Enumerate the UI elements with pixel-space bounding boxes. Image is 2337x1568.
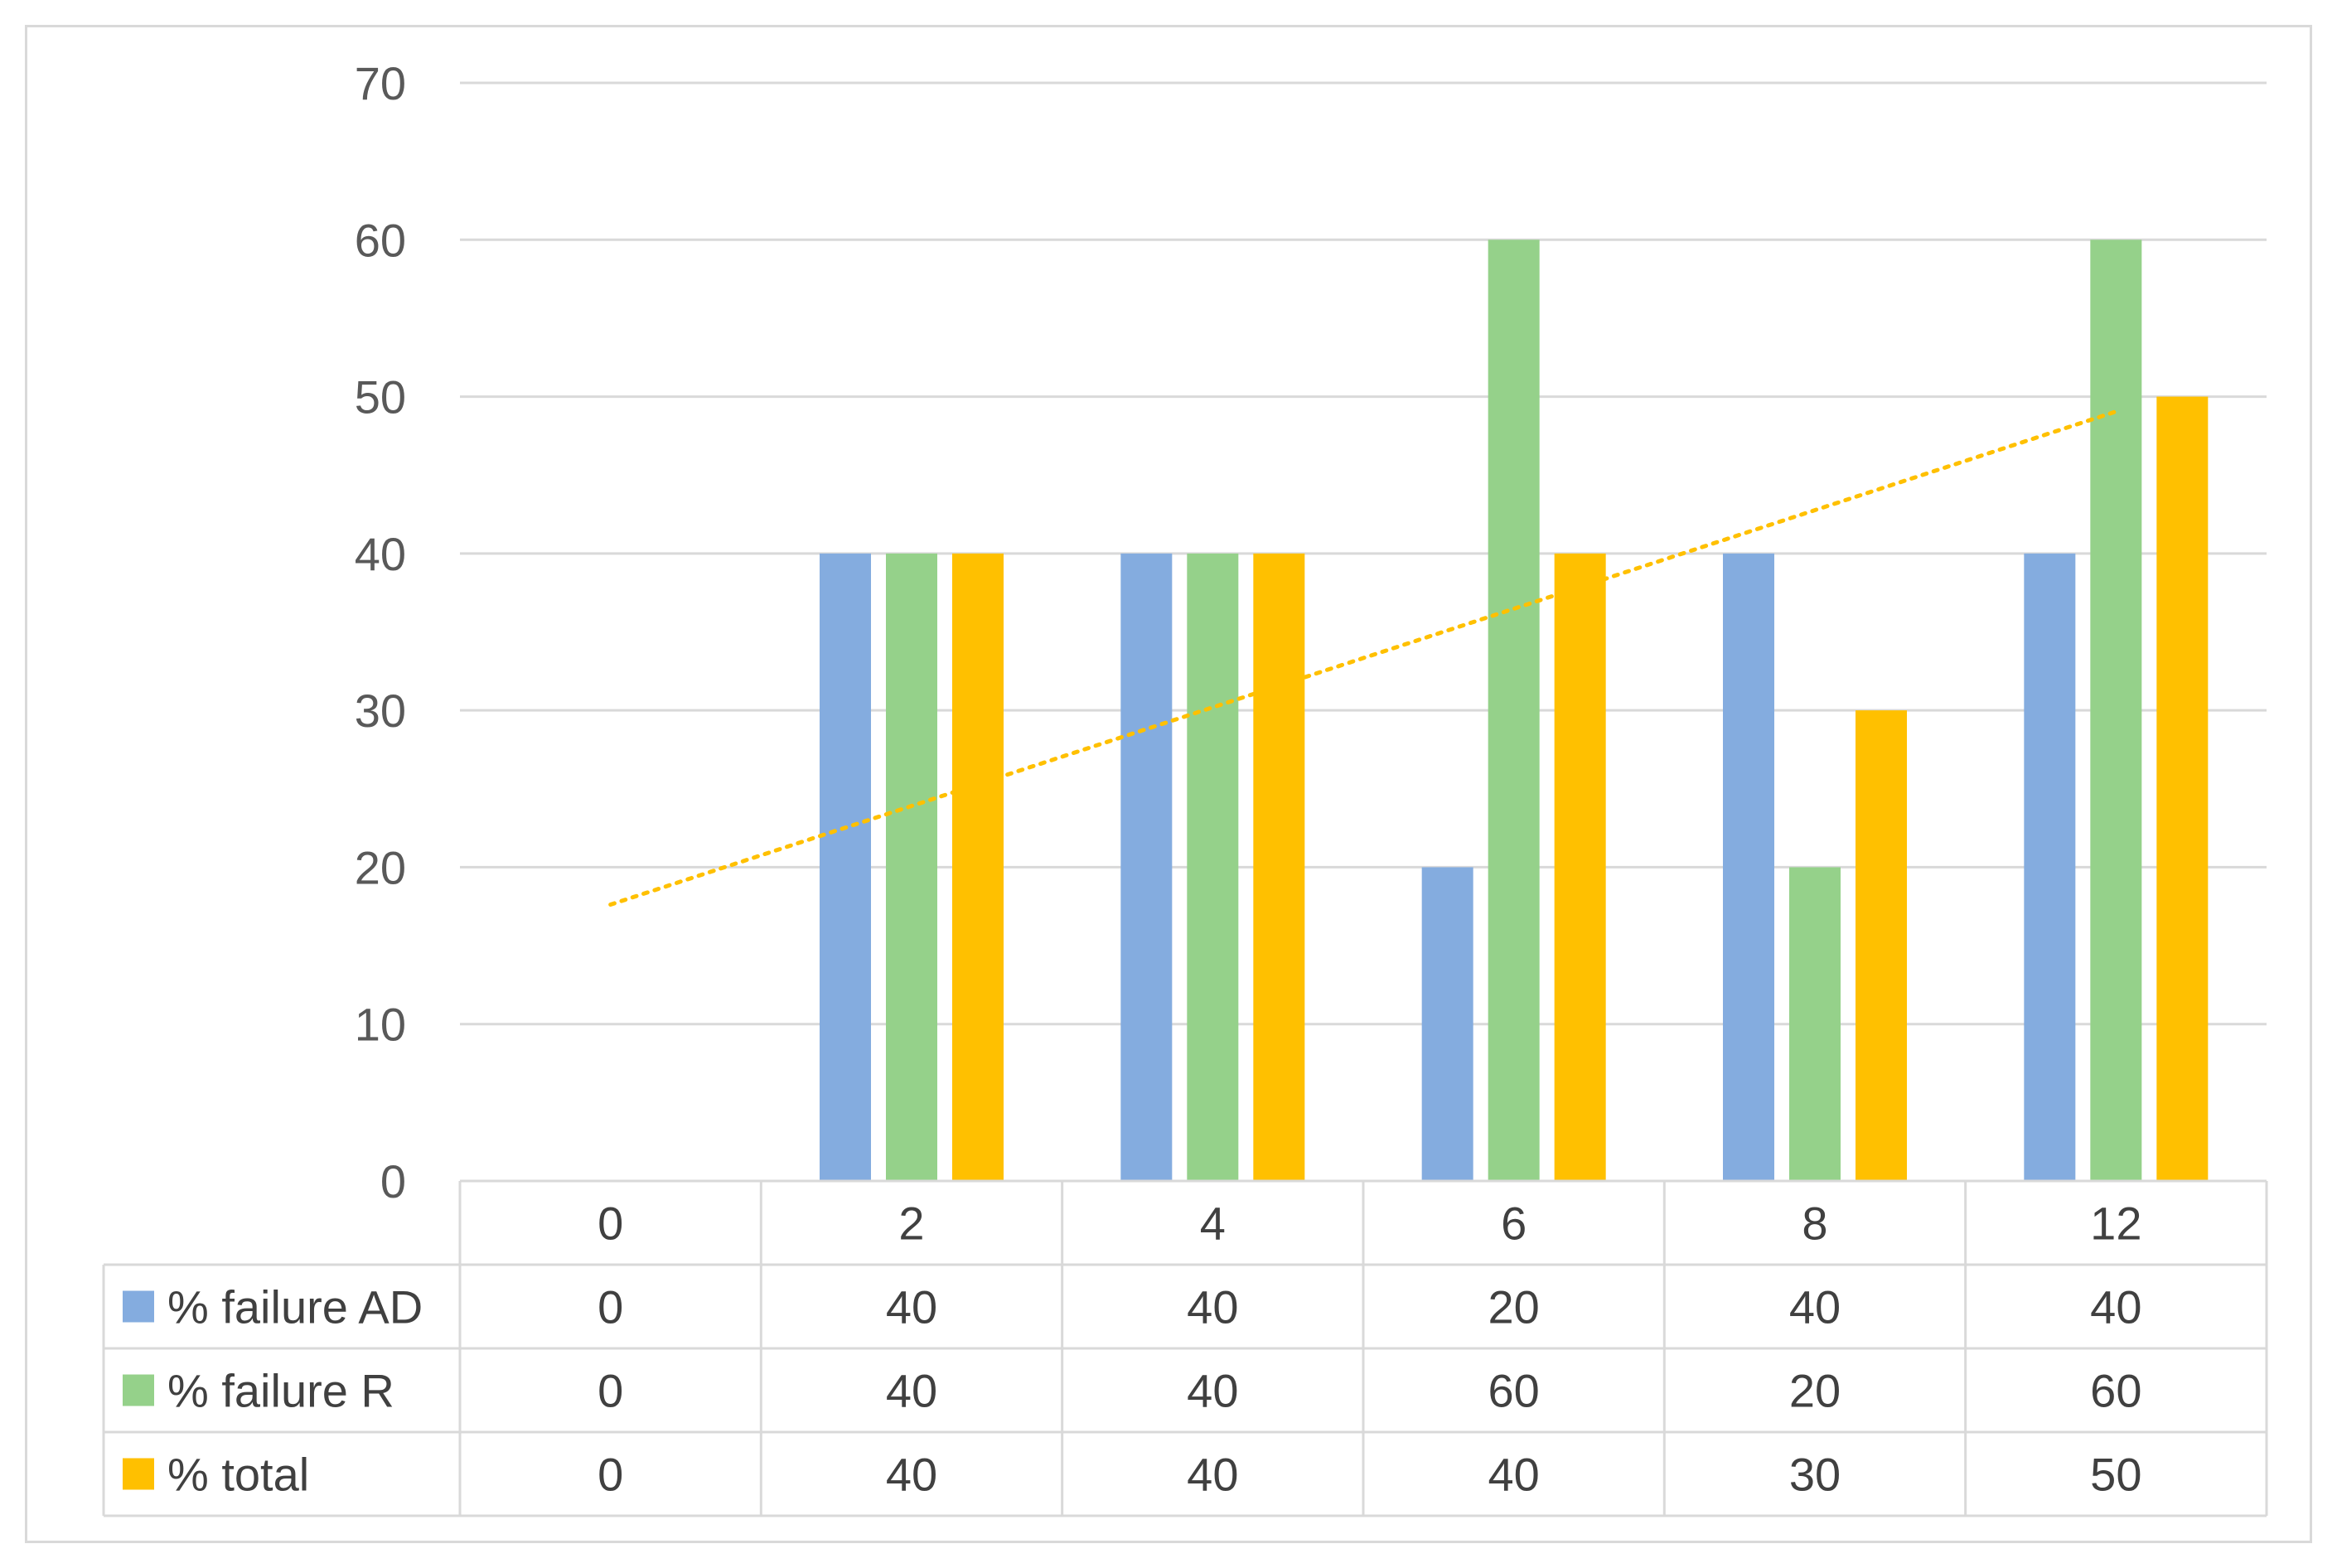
x-tick-label: 2	[898, 1198, 924, 1250]
table-cell: 60	[1488, 1365, 1540, 1417]
y-axis-ticks: 0 10 20 30 40 50 60 70	[355, 57, 406, 1207]
y-tick-label: 60	[355, 214, 406, 266]
table-cell: 40	[886, 1365, 937, 1417]
y-tick-label: 40	[355, 528, 406, 580]
y-tick-label: 20	[355, 841, 406, 893]
x-tick-label: 6	[1501, 1198, 1527, 1250]
data-table: 0 2 4 6 8 12 % failure AD 0 40 40 20 40 40 % failure …	[102, 1179, 2268, 1517]
bar	[2024, 553, 2076, 1181]
x-tick-label: 12	[2090, 1198, 2141, 1250]
table-cell: 40	[1789, 1281, 1841, 1333]
table-cell: 50	[2090, 1449, 2141, 1501]
x-tick-label: 4	[1200, 1198, 1226, 1250]
bar	[1187, 553, 1239, 1181]
bars	[820, 240, 2209, 1182]
table-cell: 40	[1488, 1449, 1540, 1501]
table-cell: 30	[1789, 1449, 1841, 1501]
table-cell: 40	[1187, 1365, 1238, 1417]
bar	[2090, 240, 2142, 1182]
x-tick-label: 0	[598, 1198, 623, 1250]
y-tick-label: 30	[355, 685, 406, 737]
table-cell: 60	[2090, 1365, 2141, 1417]
bar	[1488, 240, 1540, 1182]
trendline-layer	[608, 409, 2118, 907]
y-tick-label: 50	[355, 371, 406, 423]
bar	[1253, 553, 1305, 1181]
table-cell: 20	[1789, 1365, 1841, 1417]
bar	[1120, 553, 1173, 1181]
y-tick-label: 10	[355, 999, 406, 1051]
y-tick-label: 70	[355, 57, 406, 109]
bar	[1789, 867, 1841, 1181]
bar	[820, 553, 871, 1181]
table-cell: 20	[1488, 1281, 1540, 1333]
bar	[1421, 867, 1473, 1181]
bar	[952, 553, 1004, 1181]
bar	[1856, 710, 1907, 1181]
table-cell: 40	[1187, 1281, 1238, 1333]
legend-swatch	[123, 1458, 154, 1490]
table-cell: 40	[886, 1281, 937, 1333]
bar	[2156, 396, 2209, 1182]
legend-swatch	[123, 1374, 154, 1406]
table-cell: 0	[598, 1281, 623, 1333]
table-cell: 40	[2090, 1281, 2141, 1333]
y-tick-label: 0	[380, 1155, 406, 1207]
bar	[1723, 553, 1774, 1181]
legend-label: % failure AD	[167, 1281, 423, 1333]
legend-label: % total	[167, 1449, 309, 1501]
gridlines	[460, 81, 2267, 1026]
table-cell: 40	[886, 1449, 937, 1501]
bar	[886, 553, 937, 1181]
trendline	[608, 409, 2118, 907]
x-tick-label: 8	[1802, 1198, 1827, 1250]
table-cell: 0	[598, 1365, 623, 1417]
legend-label: % failure R	[167, 1365, 394, 1417]
legend-swatch	[123, 1290, 154, 1323]
table-cell: 0	[598, 1449, 623, 1501]
table-cell: 40	[1187, 1449, 1238, 1501]
bar	[1554, 553, 1606, 1181]
